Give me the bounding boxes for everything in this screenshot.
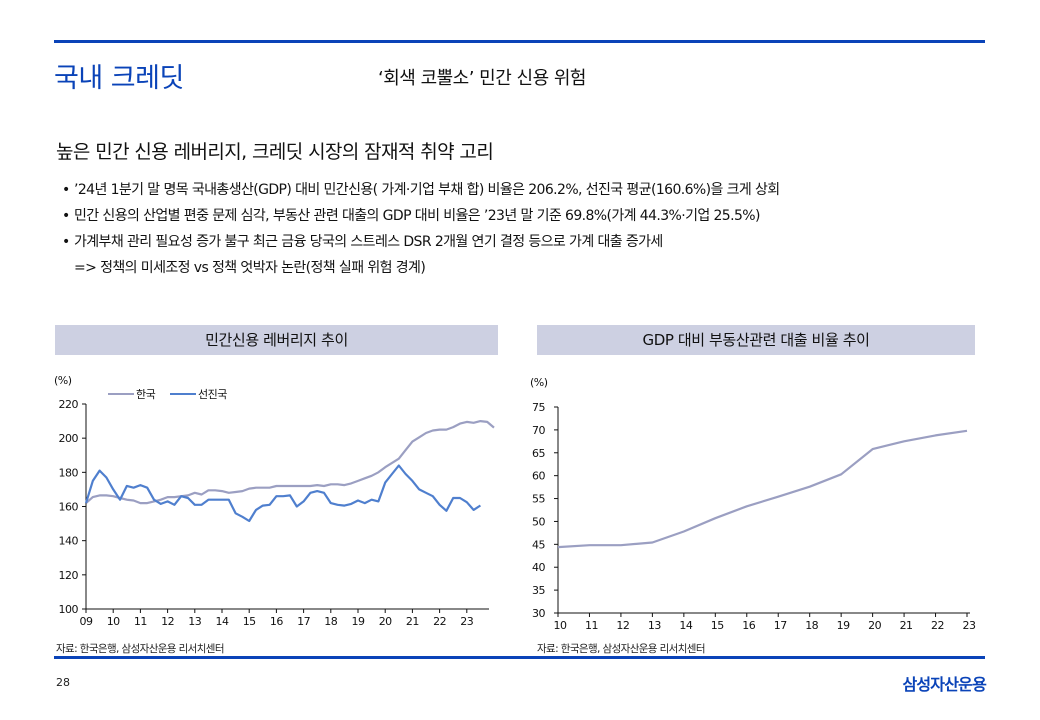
- bullet-text: 민간 신용의 산업별 편중 문제 심각, 부동산 관련 대출의 GDP 대비 비…: [74, 208, 760, 224]
- y-tick-label: 50: [532, 515, 545, 528]
- brand-logo: 삼성자산운용: [902, 675, 986, 694]
- series-line: [84, 464, 481, 523]
- y-tick-label: 65: [532, 447, 545, 460]
- y-tick-label: 100: [59, 603, 79, 616]
- series-real-estate-loan-ratio: [557, 429, 968, 549]
- y-tick-label: 60: [532, 470, 545, 483]
- x-tick-label: 11: [134, 615, 147, 628]
- x-tick-label: 17: [774, 619, 787, 632]
- x-tick-label: 21: [406, 615, 419, 628]
- x-tick-label: 17: [297, 615, 310, 628]
- page-number: 28: [56, 676, 70, 689]
- series-line: [85, 419, 495, 505]
- y-axis-unit-label: (%): [530, 376, 548, 389]
- y-tick-label: 40: [532, 561, 545, 574]
- y-tick-label: 35: [532, 584, 545, 597]
- bullet-list: • ’24년 1분기 말 명목 국내총생산(GDP) 대비 민간신용( 가계·기업…: [62, 179, 780, 283]
- x-tick-label: 19: [837, 619, 850, 632]
- page-subtitle: ‘회색 코뿔소’ 민간 신용 위험: [378, 68, 587, 89]
- series-line: [557, 429, 968, 549]
- bullet-text: => 정책의 미세조정 vs 정책 엇박자 논란(정책 실패 위험 경계): [74, 260, 426, 276]
- x-tick-label: 20: [868, 619, 881, 632]
- x-tick-label: 10: [554, 619, 567, 632]
- legend-label: 선진국: [198, 388, 227, 401]
- x-tick-label: 19: [352, 615, 365, 628]
- chart-title-real-estate-loans: GDP 대비 부동산관련 대출 비율 추이: [537, 325, 975, 355]
- x-tick-label: 21: [900, 619, 913, 632]
- x-tick-label: 12: [616, 619, 629, 632]
- bullet-text: ’24년 1분기 말 명목 국내총생산(GDP) 대비 민간신용( 가계·기업 …: [74, 182, 780, 198]
- x-tick-label: 23: [963, 619, 976, 632]
- x-tick-label: 22: [931, 619, 944, 632]
- bullet-marker: •: [62, 208, 70, 224]
- y-tick-label: 160: [59, 501, 79, 514]
- x-tick-label: 18: [324, 615, 337, 628]
- headline: 높은 민간 신용 레버리지, 크레딧 시장의 잠재적 취약 고리: [56, 141, 494, 163]
- x-tick-label: 15: [711, 619, 724, 632]
- bullet-sub-item: => 정책의 미세조정 vs 정책 엇박자 논란(정책 실패 위험 경계): [62, 257, 780, 283]
- bullet-marker: •: [62, 234, 70, 250]
- y-axis-unit-label: (%): [54, 374, 72, 387]
- x-tick-label: 16: [270, 615, 283, 628]
- x-tick-label: 14: [216, 615, 229, 628]
- bullet-marker: •: [62, 182, 70, 198]
- bullet-item: • ’24년 1분기 말 명목 국내총생산(GDP) 대비 민간신용( 가계·기업…: [62, 179, 780, 205]
- x-tick-label: 15: [243, 615, 256, 628]
- x-tick-label: 18: [805, 619, 818, 632]
- bullet-item: • 민간 신용의 산업별 편중 문제 심각, 부동산 관련 대출의 GDP 대비 …: [62, 205, 780, 231]
- private-credit-leverage-chart: (%) 100 120 140 160 180 200 220 09 10 11 12 13 14 15 16…: [54, 374, 495, 628]
- y-tick-label: 180: [59, 466, 79, 479]
- series-advanced: [84, 464, 481, 523]
- x-tick-label: 20: [379, 615, 392, 628]
- y-tick-label: 45: [532, 538, 545, 551]
- bullet-text: 가계부채 관리 필요성 증가 불구 최근 금융 당국의 스트레스 DSR 2개월…: [74, 234, 663, 250]
- x-tick-label: 12: [161, 615, 174, 628]
- x-tick-label: 14: [679, 619, 692, 632]
- x-tick-label: 23: [460, 615, 473, 628]
- bullet-item: • 가계부채 관리 필요성 증가 불구 최근 금융 당국의 스트레스 DSR 2개…: [62, 231, 780, 257]
- y-tick-label: 30: [532, 607, 545, 620]
- y-tick-label: 220: [59, 398, 79, 411]
- x-tick-label: 13: [648, 619, 661, 632]
- section-title: 국내 크레딧: [54, 63, 184, 94]
- legend-label: 한국: [136, 388, 156, 401]
- chart-title-private-credit: 민간신용 레버리지 추이: [55, 325, 498, 355]
- x-tick-label: 22: [433, 615, 446, 628]
- chart-source-right: 자료: 한국은행, 삼성자산운용 리서치센터: [537, 643, 706, 655]
- real-estate-loan-ratio-chart: (%) 30 35 40 45 50 55 60 65 70 75 10 11 12 13 14 15 16 17 1…: [530, 376, 976, 632]
- series-korea: [85, 419, 495, 505]
- x-tick-label: 10: [107, 615, 120, 628]
- y-tick-label: 55: [532, 493, 545, 506]
- y-tick-label: 200: [59, 432, 79, 445]
- x-tick-label: 09: [80, 615, 93, 628]
- x-tick-label: 13: [188, 615, 201, 628]
- bottom-divider: [54, 656, 985, 659]
- y-tick-label: 70: [532, 424, 545, 437]
- x-tick-label: 11: [585, 619, 598, 632]
- top-divider: [54, 40, 985, 43]
- y-tick-label: 75: [532, 401, 545, 414]
- chart-source-left: 자료: 한국은행, 삼성자산운용 리서치센터: [56, 643, 225, 655]
- y-tick-label: 120: [59, 569, 79, 582]
- x-tick-label: 16: [742, 619, 755, 632]
- y-tick-label: 140: [59, 535, 79, 548]
